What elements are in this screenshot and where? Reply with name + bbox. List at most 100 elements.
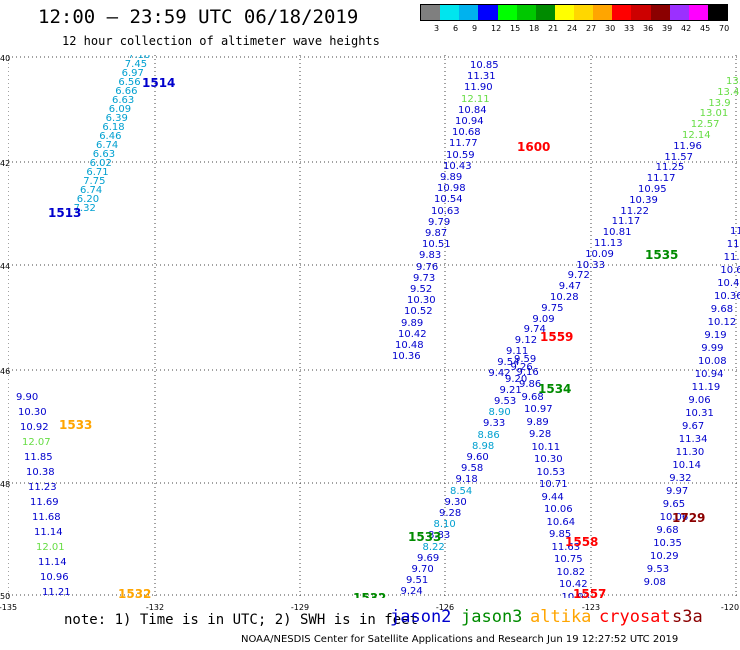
swh-label: 11.13	[594, 238, 623, 249]
pass-label-jason3: 1533	[408, 530, 442, 544]
swh-label: 10.42	[559, 579, 588, 590]
swh-label: 11.17	[646, 173, 676, 185]
swh-label: 9.32	[669, 473, 692, 484]
swh-label: 10.39	[629, 194, 658, 206]
swh-label: 6.20	[76, 194, 100, 205]
swh-label: 10.52	[404, 306, 433, 318]
swh-label: 12.14	[682, 130, 711, 141]
swh-label: 9.16	[516, 366, 539, 378]
legend-tick-label: 6	[453, 24, 459, 33]
swh-label: 10.84	[458, 104, 487, 116]
swh-label: 10.82	[556, 566, 586, 578]
swh-label: 9.75	[541, 302, 564, 314]
swh-label: 6.02	[89, 158, 112, 169]
swh-label: 10.93	[561, 591, 591, 598]
swh-label: 10.75	[554, 554, 583, 565]
swh-label: 10.11	[531, 441, 561, 453]
swh-label: 9.08	[643, 577, 666, 588]
y-tick-label: 44	[0, 262, 11, 271]
swh-label: 10.06	[544, 504, 573, 515]
legend-swatch	[574, 5, 594, 20]
swh-label: 10.97	[524, 404, 553, 415]
legend-tick-label: 42	[681, 24, 692, 33]
swh-label: 6.74	[96, 140, 119, 151]
swh-label: 9.86	[519, 379, 542, 390]
swh-label: 9.83	[419, 250, 442, 262]
x-tick-label: -129	[290, 603, 310, 612]
legend-swatch	[535, 5, 555, 20]
swh-label: 10.30	[407, 295, 436, 307]
map-title: 12:00 – 23:59 UTC 06/18/2019	[38, 6, 359, 28]
y-tick-label: 46	[0, 367, 11, 376]
legend-tick-label: 15	[510, 24, 521, 33]
pass-label-altika: 1532	[118, 587, 152, 598]
swh-label: 6.63	[112, 95, 135, 106]
swh-label: 6.18	[102, 122, 125, 133]
legend-jason2: jason2	[390, 607, 452, 627]
swh-label: 10.68	[452, 127, 481, 139]
swh-label: 9.68	[656, 525, 679, 536]
swh-label: 10.63	[431, 205, 460, 217]
legend-swatch	[516, 5, 536, 20]
legend-s3a: s3a	[672, 607, 703, 627]
swh-label: 10.31	[685, 408, 714, 419]
pass-label-jason3: 1532	[353, 591, 387, 598]
pass-label-altika: 1533	[59, 418, 93, 432]
swh-label: 9.30	[444, 496, 467, 508]
swh-label: 11.14	[34, 527, 63, 538]
swh-label: 12.01	[36, 542, 65, 553]
swh-label: 9.87	[425, 228, 448, 239]
pass-label-jason2: 1514	[142, 76, 176, 90]
swh-label: 9.28	[529, 429, 552, 440]
swh-label: 10.92	[20, 422, 49, 433]
swh-label: 10.96	[40, 572, 69, 583]
swh-label: 6.63	[92, 149, 116, 160]
swh-label: 6.56	[118, 77, 141, 88]
swh-label: 9.65	[662, 499, 686, 510]
swh-label: 9.12	[514, 335, 538, 347]
legend-tick-label: 45	[700, 24, 711, 33]
pass-label-cryosat: 1558	[565, 535, 599, 549]
swh-label: 10.35	[653, 538, 682, 549]
swh-label: 7.18	[128, 55, 151, 61]
swh-label: 10.64	[546, 516, 576, 528]
map-grid	[8, 55, 740, 598]
swh-label: 10.85	[470, 60, 499, 71]
legend-swatches	[420, 4, 728, 21]
swh-label: 9.09	[532, 313, 555, 325]
swh-label: 9.67	[682, 421, 705, 432]
swh-label: 11.77	[449, 138, 478, 150]
swh-label: 10.12	[707, 317, 737, 328]
swh-label: 10.28	[550, 292, 579, 303]
swh-label: 9.53	[494, 396, 517, 407]
swh-label: 9.58	[461, 463, 484, 475]
pass-label-cryosat: 1559	[540, 330, 574, 344]
pass-label-s3a: 1729	[672, 511, 706, 525]
pass-label-cryosat: 1557	[573, 587, 607, 598]
x-tick-label: -123	[581, 603, 601, 612]
swh-label: 13.9	[708, 97, 731, 109]
swh-label: 7.75	[83, 176, 106, 187]
legend-swatch	[650, 5, 670, 20]
legend-tick-label: 9	[472, 24, 478, 33]
swh-label: 13.1	[726, 76, 740, 87]
swh-label: 9.52	[410, 284, 433, 295]
swh-label: 10.98	[437, 183, 466, 195]
legend-tick-label: 30	[605, 24, 616, 33]
swh-label: 9.59	[514, 354, 537, 365]
swh-label: 9.42	[488, 367, 511, 379]
swh-label: 8.86	[477, 429, 500, 441]
note-text: note: 1) Time is in UTC; 2) SWH is in fe…	[64, 612, 419, 628]
swh-label: 8.83	[428, 530, 451, 542]
swh-label: 9.18	[455, 474, 478, 486]
swh-label: 6.74	[80, 185, 103, 196]
swh-label: 9.47	[558, 281, 582, 293]
swh-label: 9.21	[499, 384, 522, 396]
swh-label: 9.72	[567, 270, 590, 282]
swh-label: 6.09	[108, 104, 132, 115]
swh-label: 13.4	[717, 86, 740, 98]
swh-label: 6.46	[99, 131, 122, 142]
swh-label: 7.32	[73, 203, 96, 214]
